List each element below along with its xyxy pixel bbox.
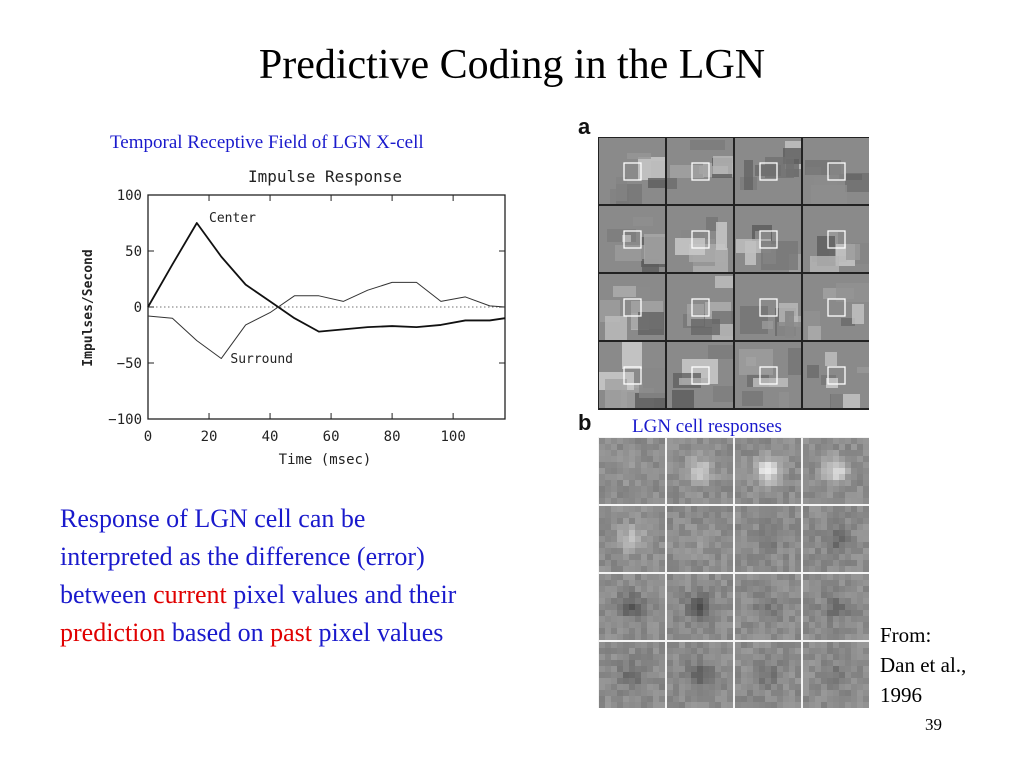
y-tick-label: −100 <box>108 412 142 428</box>
y-tick-label: 50 <box>125 244 142 260</box>
highlight-current: current <box>153 580 227 609</box>
receptive-field-box <box>691 162 710 181</box>
citation-line-1: From: <box>880 623 932 647</box>
body-text-segment: based on <box>165 618 271 647</box>
panel-a-image-grid <box>598 137 869 410</box>
response-map <box>667 438 733 504</box>
body-text-segment: between <box>60 580 154 609</box>
x-tick-label: 40 <box>262 429 279 445</box>
x-tick-label: 100 <box>440 429 465 445</box>
receptive-field-box <box>623 230 642 249</box>
frame-thumbnail <box>599 138 665 204</box>
frame-thumbnail <box>735 138 801 204</box>
slide-title: Predictive Coding in the LGN <box>258 42 766 88</box>
frame-thumbnail <box>667 274 733 340</box>
response-map <box>803 642 869 708</box>
frame-thumbnail <box>667 138 733 204</box>
impulse-response-chart: Impulse Response 0 20 40 60 80 100 100 50 0 −50 −1… <box>81 167 506 468</box>
receptive-field-box <box>759 230 778 249</box>
citation-line-2: Dan et al., <box>880 653 967 677</box>
receptive-field-box <box>759 298 778 317</box>
body-text-segment: pixel values and their <box>226 580 457 609</box>
frame-thumbnail <box>735 342 801 408</box>
body-line-4: prediction based on past pixel values <box>60 614 590 652</box>
frame-thumbnail <box>735 274 801 340</box>
chart-caption: Temporal Receptive Field of LGN X-cell <box>110 132 424 153</box>
receptive-field-box <box>827 366 846 385</box>
receptive-field-box <box>759 366 778 385</box>
body-text: Response of LGN cell can be interpreted … <box>60 500 590 652</box>
response-map <box>803 506 869 572</box>
page-number: 39 <box>925 715 942 734</box>
response-map <box>667 506 733 572</box>
series-line-center <box>147 222 506 333</box>
panel-b-response-grid <box>598 437 869 708</box>
response-map <box>667 574 733 640</box>
receptive-field-box <box>623 366 642 385</box>
plot-area: 0 20 40 60 80 100 100 50 0 −50 −100 Center Surround <box>108 188 506 445</box>
highlight-past: past <box>270 618 313 647</box>
frame-thumbnail <box>803 274 869 340</box>
receptive-field-box <box>623 162 642 181</box>
response-map <box>803 574 869 640</box>
frame-thumbnail <box>599 342 665 408</box>
response-map <box>599 506 665 572</box>
y-axis-label: Impulses/Second <box>81 249 96 366</box>
x-tick-label: 20 <box>201 429 218 445</box>
frame-thumbnail <box>599 274 665 340</box>
frame-thumbnail <box>803 206 869 272</box>
response-map <box>735 438 801 504</box>
frame-thumbnail <box>599 206 665 272</box>
y-tick-label: −50 <box>117 356 142 372</box>
receptive-field-box <box>827 162 846 181</box>
panel-b-label: b <box>578 410 592 435</box>
frame-thumbnail <box>667 206 733 272</box>
receptive-field-box <box>759 162 778 181</box>
chart-title: Impulse Response <box>248 167 402 186</box>
receptive-field-box <box>623 298 642 317</box>
response-map <box>735 642 801 708</box>
x-tick-label: 80 <box>384 429 401 445</box>
receptive-field-box <box>691 230 710 249</box>
receptive-field-box <box>827 298 846 317</box>
y-tick-label: 100 <box>117 188 142 204</box>
response-map <box>599 438 665 504</box>
x-tick-label: 0 <box>144 429 152 445</box>
panel-b-caption: LGN cell responses <box>632 416 782 437</box>
receptive-field-box <box>827 230 846 249</box>
x-tick-label: 60 <box>323 429 340 445</box>
receptive-field-box <box>691 298 710 317</box>
receptive-field-box <box>691 366 710 385</box>
response-map <box>803 438 869 504</box>
frame-thumbnail <box>667 342 733 408</box>
series-line-surround <box>147 281 506 360</box>
series-label-surround: Surround <box>230 352 293 367</box>
panel-a-label: a <box>578 114 591 139</box>
body-line-2: interpreted as the difference (error) <box>60 542 425 571</box>
body-text-segment: pixel values <box>312 618 444 647</box>
body-line-3: between current pixel values and their <box>60 576 590 614</box>
frame-thumbnail <box>803 138 869 204</box>
frame-thumbnail <box>803 342 869 408</box>
x-axis-label: Time (msec) <box>279 452 372 468</box>
y-tick-label: 0 <box>134 300 142 316</box>
highlight-prediction: prediction <box>60 618 166 647</box>
response-map <box>599 574 665 640</box>
citation: From: Dan et al., 1996 <box>880 620 966 710</box>
citation-line-3: 1996 <box>880 683 922 707</box>
response-map <box>667 642 733 708</box>
series-label-center: Center <box>209 211 256 226</box>
response-map <box>735 574 801 640</box>
frame-thumbnail <box>735 206 801 272</box>
body-line-1: Response of LGN cell can be <box>60 504 366 533</box>
response-map <box>599 642 665 708</box>
response-map <box>735 506 801 572</box>
